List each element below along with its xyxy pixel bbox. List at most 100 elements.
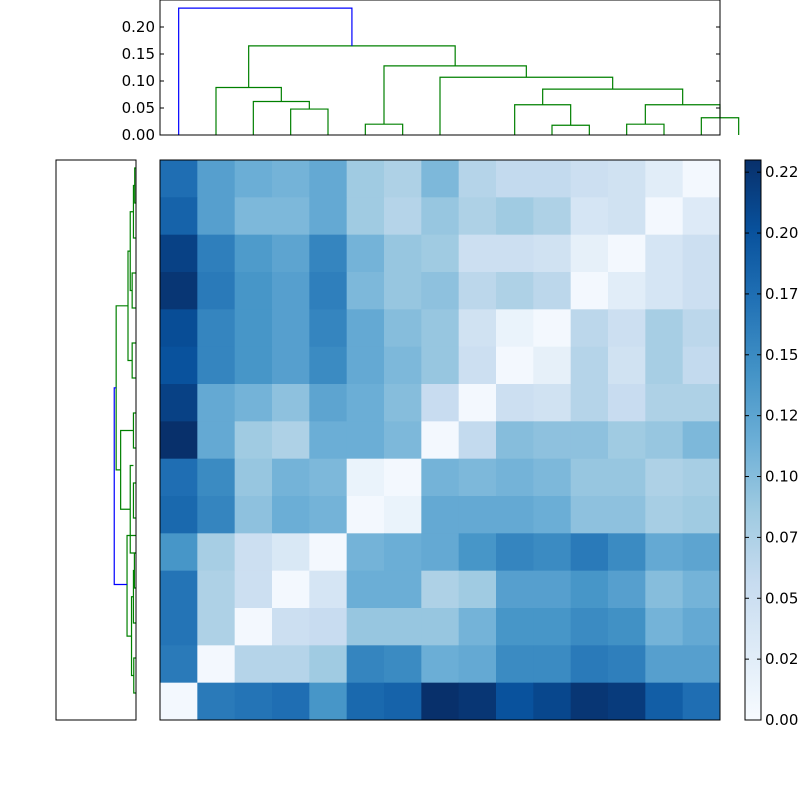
heatmap-cell [496, 421, 534, 460]
heatmap-cell [234, 533, 273, 572]
heatmap-cell [346, 234, 385, 273]
heatmap-cell [645, 234, 684, 273]
heatmap-cell [570, 645, 609, 684]
heatmap-cell [682, 608, 721, 646]
heatmap-cell [309, 384, 348, 422]
heatmap-cell [197, 458, 236, 497]
heatmap-cell [272, 309, 310, 348]
heatmap-cell [346, 160, 385, 198]
heatmap-cell [234, 272, 273, 310]
heatmap-cell [309, 197, 348, 236]
colorbar-gradient-bar [745, 160, 761, 720]
heatmap-cell [309, 682, 348, 721]
colorbar-tick-label: 0.02 [765, 650, 798, 668]
heatmap-cell [160, 384, 198, 422]
heatmap-cell [458, 421, 497, 460]
heatmap-cell [384, 533, 422, 572]
heatmap-cell [608, 234, 646, 273]
heatmap-cell [160, 682, 198, 721]
colorbar-frame [744, 159, 762, 721]
heatmap-cell [421, 384, 460, 422]
top-dendrogram: 0.00 0.05 0.10 0.15 0.20 [122, 0, 740, 144]
top-dendrogram-link [439, 76, 614, 135]
heatmap-cell [272, 160, 310, 198]
heatmap-cell [272, 384, 310, 422]
heatmap-cell [384, 197, 422, 236]
heatmap-cell [421, 570, 460, 609]
heatmap-cell [234, 197, 273, 236]
heatmap-cell [458, 197, 497, 236]
heatmap-cell [533, 608, 572, 646]
heatmap-cell [533, 645, 572, 684]
heatmap-cell [160, 421, 198, 460]
heatmap-cell [570, 533, 609, 572]
heatmap-cell [645, 533, 684, 572]
heatmap-cell [608, 160, 646, 198]
heatmap-cell [682, 458, 721, 497]
heatmap-cell [384, 384, 422, 422]
heatmap-cell [197, 272, 236, 310]
colorbar-tick-label: 0.15 [765, 346, 798, 364]
heatmap-cell [421, 421, 460, 460]
heatmap-cell [608, 197, 646, 236]
heatmap-cell [346, 682, 385, 721]
heatmap-cell [309, 645, 348, 684]
heatmap-cell [346, 458, 385, 497]
heatmap-cell [421, 496, 460, 534]
left-dendrogram-link [120, 429, 134, 510]
heatmap-frame [159, 159, 721, 721]
heatmap-cell [533, 197, 572, 236]
heatmap-cell [346, 384, 385, 422]
heatmap-cell [458, 570, 497, 609]
heatmap-cell [234, 421, 273, 460]
heatmap-cell [272, 272, 310, 310]
heatmap-cell [645, 384, 684, 422]
heatmap-cell [197, 234, 236, 273]
top-dendrogram-link [252, 100, 310, 135]
heatmap-cell [197, 645, 236, 684]
heatmap-cell [533, 384, 572, 422]
top-dendrogram-link [644, 104, 721, 125]
heatmap-cell [234, 645, 273, 684]
heatmap-cell [309, 346, 348, 385]
heatmap-cell [533, 421, 572, 460]
heatmap-cell [234, 608, 273, 646]
colorbar-tick-label: 0.00 [765, 711, 798, 729]
heatmap-cell [384, 570, 422, 609]
heatmap-cell [384, 645, 422, 684]
heatmap-cell [272, 346, 310, 385]
heatmap-cell [309, 533, 348, 572]
heatmap-cell [160, 608, 198, 646]
heatmap-cell [197, 346, 236, 385]
heatmap-cell [458, 458, 497, 497]
heatmap-cell [421, 458, 460, 497]
heatmap-cell [570, 272, 609, 310]
top-dendrogram-link [178, 7, 353, 135]
heatmap-cell [570, 496, 609, 534]
heatmap-cell [384, 682, 422, 721]
heatmap-cell [608, 272, 646, 310]
heatmap-cell [309, 421, 348, 460]
heatmap-cell [533, 272, 572, 310]
heatmap-cell [496, 384, 534, 422]
top-dendrogram-link [551, 124, 590, 135]
heatmap-cell [608, 458, 646, 497]
heatmap-cell [458, 608, 497, 646]
heatmap-cell [682, 496, 721, 534]
heatmap-cell [346, 197, 385, 236]
heatmap-cell [234, 384, 273, 422]
left-dendrogram-link [113, 387, 128, 586]
heatmap-cell [496, 496, 534, 534]
heatmap-cell [570, 608, 609, 646]
heatmap-cell [160, 309, 198, 348]
heatmap-cell [421, 645, 460, 684]
heatmap-cell [496, 197, 534, 236]
heatmap-cell [421, 533, 460, 572]
heatmap-cell [421, 160, 460, 198]
heatmap-cell [458, 346, 497, 385]
heatmap-cell [608, 570, 646, 609]
heatmap-cell [160, 570, 198, 609]
colorbar-tick-label: 0.07 [765, 528, 798, 546]
heatmap-cell [160, 234, 198, 273]
heatmap-cell [234, 458, 273, 497]
